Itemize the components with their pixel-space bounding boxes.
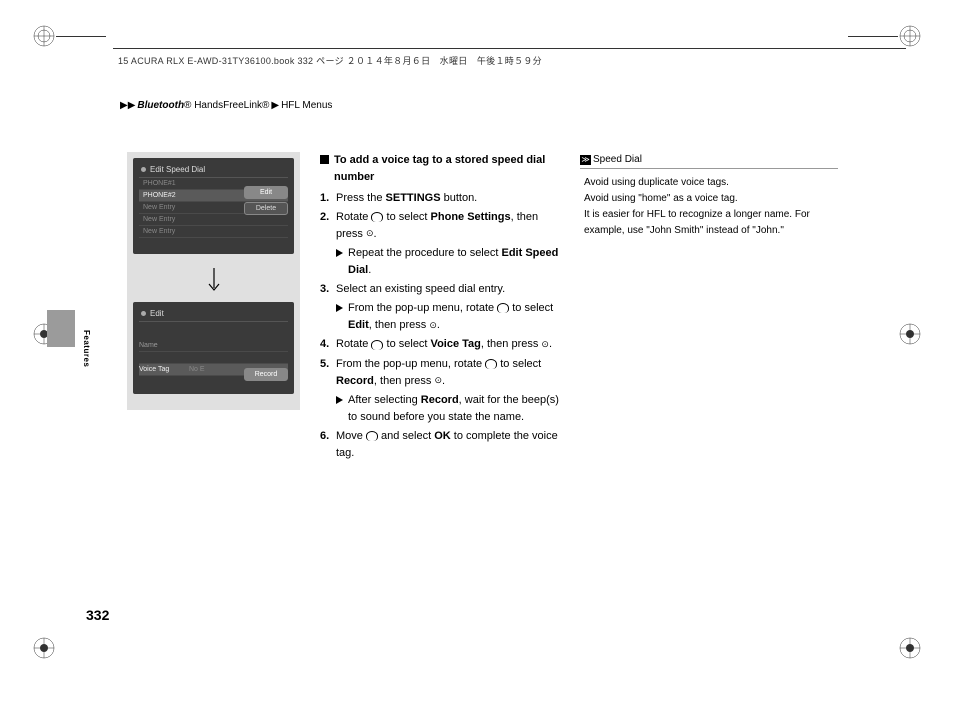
press-icon: ⊙: [366, 227, 374, 241]
crop-line: [848, 36, 898, 37]
screen-title: Edit Speed Dial: [139, 162, 288, 178]
rotary-icon: [371, 340, 383, 350]
step-item: 1.Press the SETTINGS button.: [320, 190, 560, 207]
popup-record-button: Record: [244, 368, 288, 381]
screen-title: Edit: [139, 306, 288, 322]
screen-edit-speed-dial: Edit Speed Dial PHONE#1 PHONE#2 New Entr…: [133, 158, 294, 254]
crop-mark-icon: [898, 24, 922, 48]
screen-edit: Edit Name Voice Tag No E Record: [133, 302, 294, 394]
triangle-bullet-icon: [336, 249, 343, 257]
crop-line: [56, 36, 106, 37]
square-bullet-icon: [320, 155, 329, 164]
triangle-bullet-icon: [336, 396, 343, 404]
popup-delete-button: Delete: [244, 202, 288, 215]
triangle-bullet-icon: [336, 304, 343, 312]
breadcrumb-part2: ® HandsFreeLink®: [184, 100, 269, 111]
breadcrumb-part3: HFL Menus: [281, 100, 332, 111]
step-item: 3.Select an existing speed dial entry.: [320, 281, 560, 298]
arrow-down-icon: [133, 258, 294, 298]
header-rule: [113, 48, 906, 49]
press-icon: ⊙: [429, 319, 437, 333]
document-header: 15 ACURA RLX E-AWD-31TY36100.book 332 ペー…: [118, 54, 542, 67]
rotary-icon: [366, 431, 378, 441]
step-item: 6.Move and select OK to complete the voi…: [320, 428, 560, 462]
rotary-icon: [371, 212, 383, 222]
step-item: 4.Rotate to select Voice Tag, then press…: [320, 336, 560, 353]
step-item: 2.Rotate to select Phone Settings, then …: [320, 209, 560, 243]
screenshots-panel: Edit Speed Dial PHONE#1 PHONE#2 New Entr…: [127, 152, 300, 410]
popup-edit-button: Edit: [244, 186, 288, 199]
list-item: New Entry: [139, 226, 288, 238]
page-number: 332: [86, 607, 109, 623]
section-tab-label: Features: [82, 330, 91, 367]
step-item: 5.From the pop-up menu, rotate to select…: [320, 356, 560, 390]
instructions-column: To add a voice tag to a stored speed dia…: [320, 152, 560, 464]
section-tab: [47, 310, 75, 347]
breadcrumb-part1: Bluetooth: [137, 100, 184, 111]
crop-mark-icon: [32, 24, 56, 48]
breadcrumb: ▶▶Bluetooth® HandsFreeLink®▶HFL Menus: [118, 100, 332, 111]
crop-mark-icon: [898, 636, 922, 660]
crop-mark-icon: [32, 636, 56, 660]
step-substep: After selecting Record, wait for the bee…: [336, 392, 560, 426]
step-substep: Repeat the procedure to select Edit Spee…: [336, 245, 560, 279]
list-item: Name: [139, 340, 288, 352]
tip-body: Avoid using duplicate voice tags.Avoid u…: [580, 175, 838, 239]
crop-mark-icon: [898, 322, 922, 346]
tip-sidebar: ≫Speed Dial Avoid using duplicate voice …: [580, 152, 838, 464]
rotary-icon: [497, 303, 509, 313]
press-icon: ⊙: [434, 374, 442, 388]
chevron-icon: ≫: [580, 155, 591, 165]
popup-menu: Edit Delete: [244, 186, 288, 218]
tip-title: ≫Speed Dial: [580, 152, 838, 169]
press-icon: ⊙: [541, 338, 549, 352]
list-item: [139, 352, 288, 364]
popup-menu: Record: [244, 368, 288, 384]
instructions-heading: To add a voice tag to a stored speed dia…: [320, 152, 560, 186]
rotary-icon: [485, 359, 497, 369]
step-substep: From the pop-up menu, rotate to select E…: [336, 300, 560, 334]
